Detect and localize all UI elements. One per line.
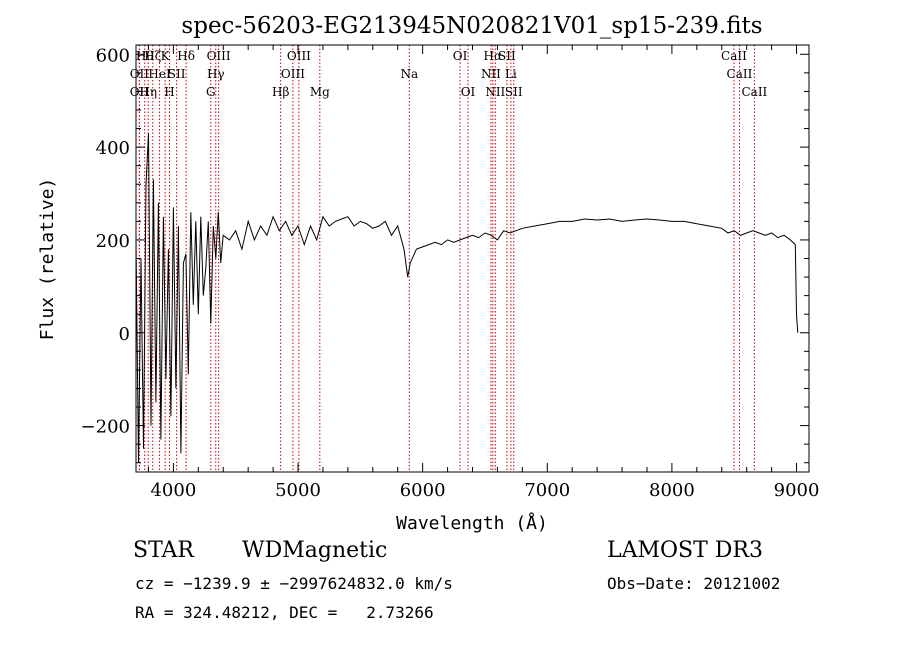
survey-label: LAMOST DR3: [607, 538, 763, 563]
subclass-label: WDMagnetic: [242, 538, 388, 563]
plot-frame: [135, 44, 810, 473]
line-marker-labels: OII OII Hθ Hη Hζ HeI K H SII Hδ G Hγ OIII Hβ OIII OIII M…: [130, 49, 768, 99]
obs-date-text: Obs−Date: 20121002: [607, 574, 781, 593]
object-class-label: STAR: [133, 538, 194, 563]
x-tick-label: 5000: [275, 480, 321, 501]
line-marker-label: Hδ: [177, 49, 195, 63]
y-axis: −200 0 200 400 600: [81, 45, 809, 464]
x-tick-label: 6000: [400, 480, 446, 501]
line-marker-label: OII: [130, 67, 150, 81]
line-marker-label: Hβ: [272, 85, 289, 99]
line-marker-label: OIII: [287, 49, 311, 63]
line-marker-label: OI: [461, 85, 476, 99]
line-marker-label: K: [161, 49, 171, 63]
line-marker-label: OII: [130, 85, 150, 99]
line-marker-label: OIII: [207, 49, 231, 63]
x-tick-label: 4000: [150, 480, 196, 501]
line-marker-label: G: [206, 85, 216, 99]
line-marker-label: Hα: [484, 49, 503, 63]
line-marker-label: Hγ: [207, 67, 225, 81]
y-tick-label: −200: [81, 417, 130, 438]
line-marker-label: OIII: [281, 67, 305, 81]
chart-title: spec-56203-EG213945N020821V01_sp15-239.f…: [181, 13, 762, 39]
line-marker-label: Hζ: [144, 49, 161, 63]
line-marker-label: CaII: [727, 67, 753, 81]
line-marker-label: HeI: [148, 67, 171, 81]
y-tick-label: 200: [96, 231, 130, 252]
spectrum-series-line: [135, 133, 799, 463]
y-tick-label: 400: [96, 138, 130, 159]
line-marker-label: H: [164, 85, 174, 99]
x-tick-label: 9000: [774, 480, 820, 501]
line-marker-label: Na: [400, 67, 418, 81]
line-marker-label: CaII: [741, 85, 767, 99]
line-marker-label: Hη: [139, 85, 157, 99]
line-marker-label: CaII: [721, 49, 747, 63]
line-marker-label: OI: [453, 49, 468, 63]
line-marker-label: Mg: [310, 85, 330, 99]
line-marker-label: NII: [481, 67, 501, 81]
x-tick-label: 7000: [524, 480, 570, 501]
coordinates-text: RA = 324.48212, DEC = 2.73266: [135, 603, 434, 622]
line-marker-label: SII: [498, 49, 516, 63]
line-marker-label: SII: [505, 85, 523, 99]
line-marker-label: Li: [505, 67, 517, 81]
y-axis-label: Flux (relative): [37, 178, 58, 341]
x-axis-label: Wavelength (Å): [396, 512, 548, 534]
y-tick-label: 600: [96, 45, 130, 66]
line-marker-label: SII: [168, 67, 186, 81]
redshift-text: cz = −1239.9 ± −2997624832.0 km/s: [135, 574, 453, 593]
x-tick-label: 8000: [649, 480, 695, 501]
line-markers: [138, 45, 755, 472]
x-axis: 4000 5000 6000 7000 8000 9000: [147, 45, 820, 501]
line-marker-label: Hθ: [136, 49, 154, 63]
y-tick-label: 0: [119, 324, 130, 345]
line-marker-label: NII: [485, 85, 505, 99]
